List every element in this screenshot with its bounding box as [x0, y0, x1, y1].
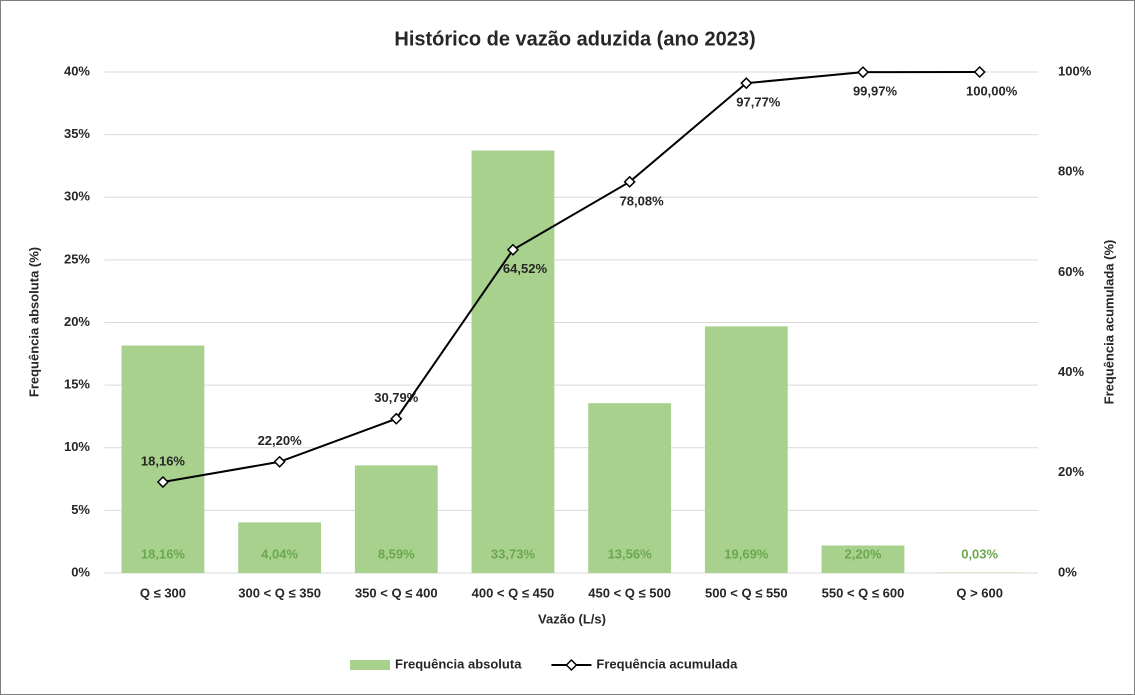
line-marker [390, 412, 403, 425]
x-axis-label: Vazão (L/s) [538, 611, 606, 626]
line-marker [973, 65, 986, 79]
x-tick-label: 450 < Q ≤ 500 [588, 585, 671, 600]
y2-tick-label: 20% [1058, 464, 1084, 479]
bar-value-label: 19,69% [724, 546, 769, 561]
y-tick-label: 25% [64, 251, 90, 266]
x-tick-label: Q ≤ 300 [140, 585, 186, 600]
line-value-label: 78,08% [620, 193, 665, 208]
x-tick-label: 300 < Q ≤ 350 [238, 585, 321, 600]
line-value-label: 100,00% [966, 83, 1018, 98]
line-value-label: 18,16% [141, 453, 186, 468]
y2-tick-label: 40% [1058, 364, 1084, 379]
bar [704, 326, 788, 573]
line-value-label: 97,77% [736, 95, 781, 110]
line [162, 71, 980, 484]
bar [354, 465, 438, 573]
line-marker [856, 66, 870, 79]
bar-value-label: 18,16% [141, 546, 186, 561]
line-value-label: 64,52% [503, 261, 548, 276]
line-marker [156, 475, 169, 489]
y-tick-label: 10% [64, 439, 90, 454]
legend-label: Frequência absoluta [395, 656, 522, 671]
bar-value-label: 33,73% [491, 546, 536, 561]
line-value-label: 22,20% [258, 433, 303, 448]
y-axis-label: Frequência absoluta (%) [26, 247, 41, 397]
y2-tick-label: 100% [1058, 63, 1092, 78]
x-tick-label: 500 < Q ≤ 550 [705, 585, 788, 600]
x-tick-label: Q > 600 [956, 585, 1003, 600]
bar [121, 345, 205, 573]
bar [471, 150, 555, 574]
bar-value-label: 4,04% [261, 546, 298, 561]
line-marker [623, 175, 636, 188]
legend-swatch [350, 660, 390, 670]
y-tick-label: 5% [71, 502, 90, 517]
y-tick-label: 20% [64, 314, 90, 329]
legend-swatch [565, 658, 578, 672]
line-marker [506, 243, 520, 256]
bar-value-label: 2,20% [845, 546, 882, 561]
y2-tick-label: 60% [1058, 264, 1084, 279]
y-tick-label: 0% [71, 564, 90, 579]
y2-tick-label: 0% [1058, 564, 1077, 579]
y-tick-label: 15% [64, 377, 90, 392]
bar-value-label: 13,56% [608, 546, 653, 561]
line-value-label: 30,79% [374, 390, 419, 405]
bar [821, 545, 905, 573]
line-marker [273, 455, 286, 468]
line-value-label: 99,97% [853, 84, 898, 99]
legend-label: Frequência acumulada [596, 656, 738, 671]
bar-value-label: 0,03% [961, 546, 998, 561]
y-tick-label: 35% [64, 126, 90, 141]
y2-tick-label: 80% [1058, 164, 1084, 179]
x-tick-label: 550 < Q ≤ 600 [822, 585, 905, 600]
y-tick-label: 40% [64, 63, 90, 78]
line-marker [740, 77, 753, 90]
x-tick-label: 350 < Q ≤ 400 [355, 585, 438, 600]
x-tick-label: 400 < Q ≤ 450 [472, 585, 555, 600]
y2-axis-label: Frequência acumulada (%) [1101, 240, 1116, 405]
bar-value-label: 8,59% [378, 546, 415, 561]
bar [588, 403, 672, 573]
bar [238, 522, 322, 573]
y-tick-label: 30% [64, 189, 90, 204]
chart-title: Histórico de vazão aduzida (ano 2023) [394, 28, 755, 50]
